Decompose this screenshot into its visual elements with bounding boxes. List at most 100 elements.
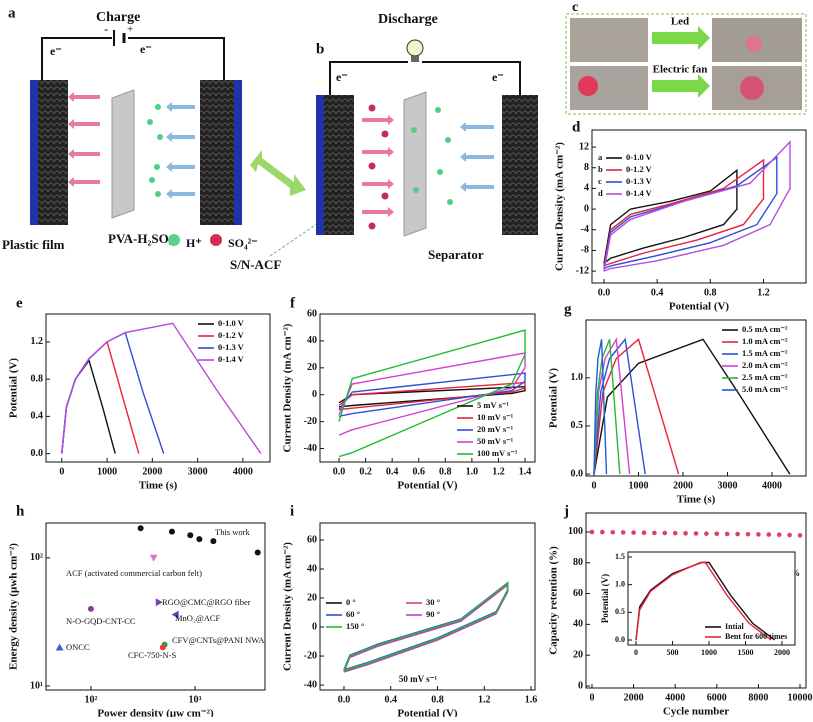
series-line — [603, 168, 738, 264]
ion-arrows — [166, 102, 195, 199]
legend-label: 0-1.0 V — [218, 318, 245, 328]
legend-label: 0-1.3 V — [626, 176, 653, 186]
marker — [159, 644, 166, 651]
x-tick-label: 1000 — [701, 648, 717, 657]
x-tick-label: 1.0 — [466, 466, 479, 477]
marker — [683, 531, 688, 536]
series-line — [593, 339, 608, 475]
point-label: RGO@CMC@RGO fiber — [162, 597, 251, 607]
minus: - — [104, 21, 108, 36]
legend-label: Intial — [725, 622, 744, 631]
legend-key: a — [598, 152, 603, 162]
x-tick-label: 0 — [592, 480, 597, 491]
double-arrow — [250, 150, 306, 196]
marker — [797, 533, 803, 538]
marker — [149, 554, 158, 562]
x-axis-label: Power density (μw cm⁻²) — [97, 708, 214, 717]
marker — [87, 605, 94, 612]
legend-label: 1.5 mA cm⁻² — [742, 348, 788, 358]
series-line — [593, 337, 646, 475]
y-axis-label: Potential (V) — [548, 368, 560, 429]
y-tick-label: -40 — [304, 443, 317, 454]
protons — [147, 104, 163, 197]
electron: e⁻ — [492, 70, 504, 84]
photo-frame — [565, 13, 807, 115]
marker — [662, 530, 668, 536]
x-tick-label: 0.6 — [412, 466, 425, 477]
x-tick-label: 0.0 — [333, 466, 346, 477]
y-tick-label: 40 — [573, 619, 583, 630]
x-tick-label: 10³ — [189, 694, 202, 705]
legend-label: 60 ° — [346, 609, 360, 619]
x-tick-label: 0.8 — [431, 694, 444, 705]
y-tick-label: 0 — [578, 680, 583, 691]
x-tick-label: 1.4 — [519, 466, 532, 477]
marker — [766, 532, 772, 537]
bulb — [406, 39, 424, 57]
x-tick-label: 0.0 — [598, 287, 611, 298]
y-tick-label: 20 — [573, 649, 583, 660]
x-tick-label: 0 — [59, 466, 64, 477]
y-tick-label: 100 — [568, 526, 583, 537]
led-label: Led — [671, 16, 689, 28]
series-line — [338, 352, 526, 436]
cation-arrows — [68, 92, 100, 187]
series-line — [338, 329, 526, 458]
y-tick-label: 1.5 — [615, 552, 625, 561]
x-tick-label: 0.4 — [384, 694, 397, 705]
marker — [610, 529, 616, 535]
discharge-label: Discharge — [378, 12, 438, 27]
marker — [641, 530, 647, 536]
panel-a: a Charge - + e⁻ e⁻ Plastic film PVA-H₂SO… — [2, 5, 331, 272]
marker — [254, 549, 261, 556]
x-tick-label: 0.2 — [359, 466, 372, 477]
series-line — [343, 581, 509, 672]
marker — [631, 530, 636, 535]
y-tick-label: 10¹ — [30, 680, 43, 691]
legend-label: Bent for 600 times — [725, 632, 787, 641]
y-tick-label: 20 — [307, 362, 317, 373]
photo — [570, 18, 648, 62]
panel-label: a — [8, 5, 16, 21]
series-line — [338, 372, 526, 417]
separator-label: Separator — [428, 247, 484, 262]
y-tick-label: 0.0 — [31, 448, 44, 459]
y-tick-label: 8 — [584, 162, 589, 173]
x-tick-label: 1.2 — [492, 466, 505, 477]
y-axis-label: Potential (V) — [8, 358, 20, 419]
x-tick-label: 0 — [634, 648, 638, 657]
electrode — [38, 80, 68, 225]
marker — [620, 530, 626, 535]
x-tick-label: 4000 — [762, 480, 782, 491]
point-label: ONCC — [66, 642, 90, 652]
anion-icon — [210, 234, 222, 246]
y-tick-label: -8 — [581, 245, 589, 256]
y-tick-label: 0 — [312, 389, 317, 400]
y-tick-label: 0.8 — [31, 373, 44, 384]
legend-label: 5.0 mA cm⁻² — [742, 384, 788, 394]
y-tick-label: 10² — [30, 552, 43, 563]
point-label: ACF (activated commercial carbon felt) — [66, 568, 202, 578]
anions — [368, 104, 389, 230]
x-tick-label: 1.6 — [525, 694, 538, 705]
series-line — [603, 158, 765, 267]
electron: e⁻ — [140, 42, 152, 56]
y-axis-label: Capacity retention (%) — [548, 546, 560, 655]
panel-label: h — [16, 503, 25, 519]
x-tick-label: 8000 — [748, 692, 768, 703]
marker — [745, 531, 751, 537]
y-tick-label: 1.2 — [31, 336, 44, 347]
point-label: CFC-750-N-S — [128, 650, 176, 660]
x-tick-label: 0 — [589, 692, 594, 703]
y-tick-label: 0 — [312, 621, 317, 632]
bulb-base — [411, 56, 419, 62]
point-label: N-O-GQD-CNT-CC — [66, 616, 136, 626]
fan — [578, 76, 598, 96]
marker — [724, 531, 730, 537]
marker — [589, 529, 595, 535]
panel-label: j — [563, 503, 569, 519]
arrows — [460, 122, 494, 192]
series-line — [338, 381, 526, 411]
marker — [187, 532, 194, 539]
x-tick-label: 3000 — [188, 466, 208, 477]
